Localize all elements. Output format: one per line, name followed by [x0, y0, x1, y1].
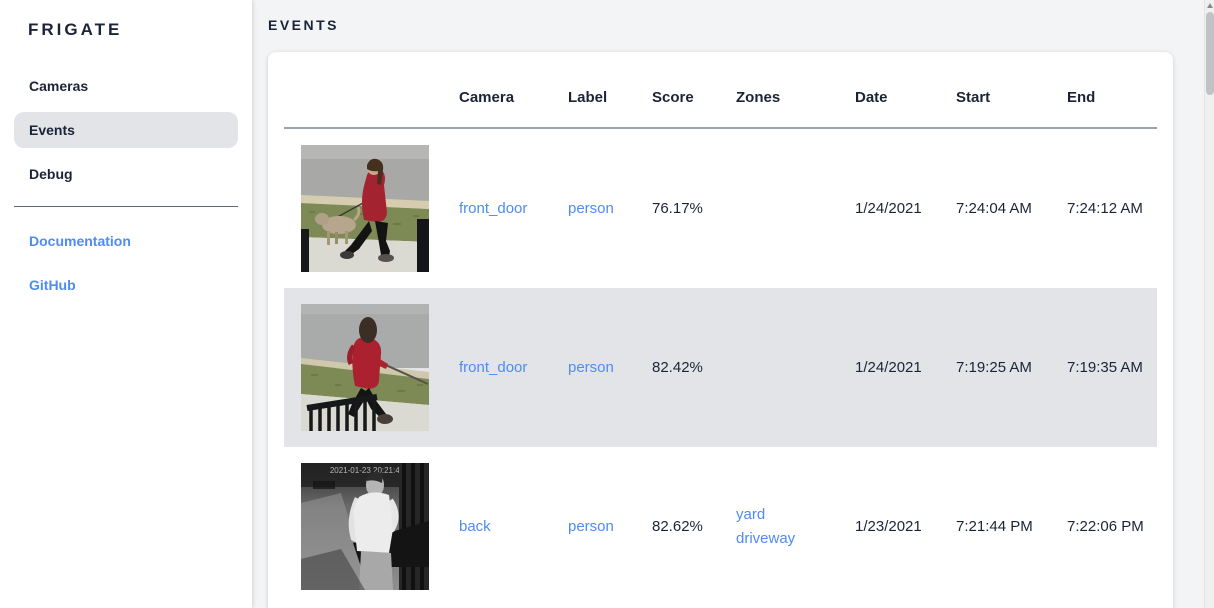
- col-header-zones: Zones: [728, 52, 847, 129]
- score-value: 82.42%: [652, 359, 703, 376]
- thumbnail-image-red-hoodie-dog: [301, 304, 429, 431]
- end-value: 7:24:12 AM: [1067, 200, 1143, 217]
- camera-link[interactable]: front_door: [459, 359, 528, 376]
- event-row[interactable]: front_door person 82.42% 1/24/2021 7:19:…: [284, 288, 1157, 447]
- table-header-row: Camera Label Score Zones Date Start End: [284, 52, 1157, 129]
- col-header-end: End: [1059, 52, 1157, 129]
- col-header-score: Score: [644, 52, 728, 129]
- svg-text:2021-01-23 20:21:44: 2021-01-23 20:21:44: [330, 466, 405, 475]
- thumbnail-image-red-coat-dog: [301, 145, 429, 272]
- label-link[interactable]: person: [568, 200, 614, 217]
- start-value: 7:19:25 AM: [956, 359, 1032, 376]
- sidebar-link-documentation[interactable]: Documentation: [29, 233, 131, 249]
- end-value: 7:22:06 PM: [1067, 518, 1144, 535]
- events-card: Camera Label Score Zones Date Start End: [268, 52, 1173, 608]
- date-value: 1/23/2021: [855, 518, 922, 535]
- start-value: 7:21:44 PM: [956, 518, 1033, 535]
- events-table: Camera Label Score Zones Date Start End: [284, 52, 1157, 606]
- zones-cell: [728, 288, 847, 447]
- sidebar-nav: Cameras Events Debug Documentation GitHu…: [0, 68, 252, 303]
- end-value: 7:19:35 AM: [1067, 359, 1143, 376]
- scrollbar-thumb[interactable]: [1206, 12, 1214, 95]
- camera-link[interactable]: front_door: [459, 200, 528, 217]
- event-thumbnail[interactable]: [301, 145, 429, 272]
- col-header-label: Label: [560, 52, 644, 129]
- sidebar-link-github[interactable]: GitHub: [29, 277, 76, 293]
- page-title: EVENTS: [268, 17, 340, 33]
- sidebar-item-events[interactable]: Events: [14, 112, 238, 148]
- event-thumbnail[interactable]: [301, 304, 429, 431]
- zones-cell: yard driveway: [728, 447, 847, 606]
- sidebar: FRIGATE Cameras Events Debug Documentati…: [0, 0, 252, 608]
- col-header-camera: Camera: [451, 52, 560, 129]
- thumbnail-image-night-person: 2021-01-23 20:21:44: [301, 463, 429, 590]
- event-row[interactable]: 2021-01-23 20:21:44 back person 82.62% y…: [284, 447, 1157, 606]
- date-value: 1/24/2021: [855, 359, 922, 376]
- zones-cell: [728, 128, 847, 288]
- score-value: 82.62%: [652, 518, 703, 535]
- col-header-thumbnail: [284, 52, 451, 129]
- date-value: 1/24/2021: [855, 200, 922, 217]
- col-header-start: Start: [948, 52, 1059, 129]
- page-scrollbar[interactable]: [1204, 0, 1214, 608]
- zone-link[interactable]: driveway: [736, 529, 796, 547]
- main-content: EVENTS Camera Label Score Zones Date Sta…: [252, 0, 1204, 608]
- label-link[interactable]: person: [568, 359, 614, 376]
- sidebar-divider: [14, 206, 238, 207]
- scroll-up-icon[interactable]: [1206, 3, 1213, 8]
- start-value: 7:24:04 AM: [956, 200, 1032, 217]
- app-logo: FRIGATE: [28, 20, 123, 39]
- camera-link[interactable]: back: [459, 518, 491, 535]
- sidebar-item-cameras[interactable]: Cameras: [29, 78, 89, 94]
- col-header-date: Date: [847, 52, 948, 129]
- zone-link[interactable]: yard: [736, 505, 766, 523]
- event-thumbnail[interactable]: 2021-01-23 20:21:44: [301, 463, 429, 590]
- score-value: 76.17%: [652, 200, 703, 217]
- label-link[interactable]: person: [568, 518, 614, 535]
- sidebar-item-debug[interactable]: Debug: [29, 166, 73, 182]
- event-row[interactable]: front_door person 76.17% 1/24/2021 7:24:…: [284, 128, 1157, 288]
